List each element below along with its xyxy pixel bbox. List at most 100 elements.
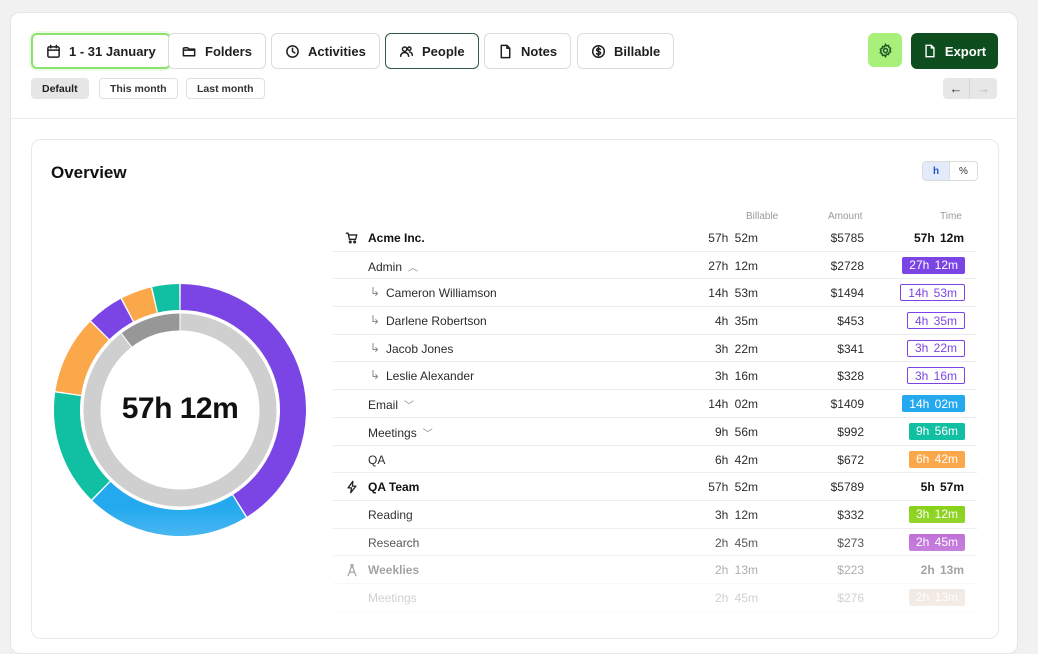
activity-row[interactable]: Meetings 2h 45m $276 2h 13m <box>333 584 977 612</box>
row-time-badge: 2h 13m <box>908 588 965 606</box>
activity-row[interactable]: QA 6h 42m $672 6h 42m <box>333 446 977 474</box>
activities-filter-button[interactable]: Activities <box>271 33 380 69</box>
row-amount: $5785 <box>830 231 864 245</box>
row-name: Leslie Alexander <box>386 369 475 384</box>
row-name: Meetings <box>368 590 417 605</box>
row-amount: $341 <box>837 341 864 356</box>
donut-outer-segment <box>54 392 110 500</box>
people-filter-button[interactable]: People <box>385 33 479 69</box>
row-name: Admin ︿ <box>368 259 419 274</box>
preset-default[interactable]: Default <box>31 78 89 99</box>
period-navigation: ← → <box>943 78 998 99</box>
group-row[interactable]: QA Team 57h 52m $5789 5h 57m <box>333 473 977 501</box>
activity-row[interactable]: Reading 3h 12m $332 3h 12m <box>333 501 977 529</box>
preset-this-month[interactable]: This month <box>99 78 178 99</box>
group-row[interactable]: Weeklies 2h 13m $223 2h 13m <box>333 556 977 584</box>
row-name: Weeklies <box>368 563 420 578</box>
activity-row[interactable]: Email ﹀ 14h 02m $1409 14h 02m <box>333 390 977 418</box>
person-row[interactable]: ↳ Leslie Alexander 3h 16m $328 3h 16m <box>333 362 977 391</box>
row-time-badge: 27h 12m <box>902 256 965 274</box>
row-amount: $2728 <box>830 258 864 273</box>
overview-card: Overview h % 57h 12m Billable Amount Tim… <box>31 139 999 639</box>
row-billable: 3h 22m <box>714 341 758 356</box>
row-time-badge: 14h 53m <box>900 284 965 302</box>
donut-total-time: 57h 12m <box>121 392 239 425</box>
row-billable: 6h 42m <box>714 452 758 467</box>
date-range-label: 1 - 31 January <box>69 43 156 59</box>
export-button[interactable]: Export <box>911 33 998 69</box>
subitem-arrow-icon: ↳ <box>370 340 381 355</box>
person-row[interactable]: ↳ Cameron Williamson 14h 53m $1494 14h 53m <box>333 279 977 308</box>
unit-percent-button[interactable]: % <box>959 165 968 177</box>
person-row[interactable]: ↳ Jacob Jones 3h 22m $341 3h 22m <box>333 335 977 363</box>
row-name: Cameron Williamson <box>386 286 497 301</box>
person-row[interactable]: ↳ Darlene Robertson 4h 35m $453 4h 35m <box>333 307 977 335</box>
date-range-button[interactable]: 1 - 31 January <box>31 33 171 69</box>
column-amount: Amount <box>828 211 863 222</box>
row-name: Jacob Jones <box>386 341 454 356</box>
row-time-badge: 4h 35m <box>906 312 965 330</box>
file-icon <box>925 44 935 58</box>
table-header: Billable Amount Time <box>32 211 998 225</box>
people-icon <box>399 45 414 57</box>
row-amount: $273 <box>837 535 864 550</box>
row-billable: 3h 16m <box>714 369 758 384</box>
time-donut-chart <box>54 284 306 536</box>
donut-inner-segment <box>121 313 180 347</box>
subitem-arrow-icon: ↳ <box>370 285 381 300</box>
activity-row[interactable]: Research 2h 45m $273 2h 45m <box>333 529 977 557</box>
row-time-badge: 9h 56m <box>908 422 965 440</box>
billable-filter-button[interactable]: Billable <box>577 33 675 69</box>
folders-label: Folders <box>205 43 252 59</box>
row-name: Meetings ﹀ <box>368 425 433 440</box>
donut-outer-segment <box>152 284 180 313</box>
row-amount: $276 <box>837 590 864 605</box>
activity-row[interactable]: Admin ︿ 27h 12m $2728 27h 12m <box>333 252 977 280</box>
bolt-icon <box>345 480 359 494</box>
preset-last-month[interactable]: Last month <box>186 78 265 99</box>
row-time-badge: 2h 13m <box>920 563 964 578</box>
notes-filter-button[interactable]: Notes <box>484 33 572 69</box>
row-amount: $672 <box>837 452 864 467</box>
row-amount: $992 <box>837 424 864 439</box>
row-time-badge: 3h 16m <box>906 367 965 385</box>
people-label: People <box>422 43 465 59</box>
folders-filter-button[interactable]: Folders <box>168 33 266 69</box>
donut-outer-segment <box>91 298 134 340</box>
row-name: Acme Inc. <box>368 231 425 245</box>
column-billable: Billable <box>746 211 779 222</box>
row-billable: 2h 13m <box>714 563 758 578</box>
group-row[interactable]: Acme Inc. 57h 52m $5785 57h 12m <box>333 224 977 252</box>
row-name: Email ﹀ <box>368 398 415 413</box>
row-time-badge: 2h 45m <box>908 533 965 551</box>
chevron-down-icon[interactable]: ﹀ <box>404 401 415 413</box>
chevron-up-icon[interactable]: ︿ <box>408 262 419 274</box>
row-name: QA Team <box>368 480 420 495</box>
row-billable: 4h 35m <box>714 314 758 329</box>
activity-row[interactable]: Meetings ﹀ 9h 56m $992 9h 56m <box>333 418 977 446</box>
row-time-badge: 14h 02m <box>902 395 965 413</box>
chevron-down-icon[interactable]: ﹀ <box>422 428 433 440</box>
row-name: Research <box>368 535 420 550</box>
clock-icon <box>286 44 299 58</box>
arrow-right-icon[interactable]: → <box>970 78 997 99</box>
unit-hours-button[interactable]: h <box>923 162 950 180</box>
unit-toggle: h % <box>922 161 978 181</box>
row-amount: $332 <box>837 507 864 522</box>
gear-icon <box>878 42 892 58</box>
row-time-badge: 5h 57m <box>920 480 964 495</box>
overview-title: Overview <box>51 163 127 182</box>
arrow-left-icon[interactable]: ← <box>943 78 970 99</box>
export-label: Export <box>944 43 987 59</box>
settings-button[interactable] <box>868 33 902 67</box>
row-billable: 2h 45m <box>714 590 758 605</box>
row-time-badge: 3h 22m <box>906 339 965 357</box>
donut-inner-segment <box>83 313 277 507</box>
notes-label: Notes <box>521 43 558 59</box>
row-amount: $5789 <box>830 480 864 495</box>
row-billable: 9h 56m <box>714 424 758 439</box>
row-time-badge: 6h 42m <box>908 450 965 468</box>
activities-label: Activities <box>308 43 366 59</box>
subitem-arrow-icon: ↳ <box>370 313 381 328</box>
row-billable: 57h 52m <box>708 231 758 245</box>
